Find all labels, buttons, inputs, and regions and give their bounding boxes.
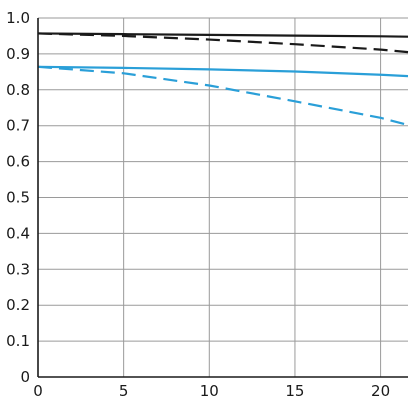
x-tick-label: 15 bbox=[285, 382, 304, 400]
x-tick-label: 5 bbox=[119, 382, 129, 400]
y-tick-label: 0.6 bbox=[6, 153, 30, 171]
x-tick-label: 0 bbox=[33, 382, 43, 400]
y-tick-label: 0 bbox=[20, 368, 30, 386]
y-tick-label: 0.4 bbox=[6, 224, 30, 242]
y-tick-labels: 0 0.1 0.2 0.3 0.4 0.5 0.6 0.7 0.8 0.9 1.0 bbox=[6, 9, 30, 386]
series-line-2-dashed bbox=[37, 32, 409, 54]
series-line-4-dashed bbox=[37, 65, 409, 127]
y-tick-label: 0.2 bbox=[6, 296, 30, 314]
grid bbox=[38, 17, 408, 377]
x-tick-label: 10 bbox=[200, 382, 219, 400]
y-tick-label: 0.5 bbox=[6, 189, 30, 207]
y-tick-label: 0.3 bbox=[6, 260, 30, 278]
series-line-3-solid bbox=[37, 65, 409, 78]
y-tick-label: 1.0 bbox=[6, 9, 30, 27]
y-tick-label: 0.8 bbox=[6, 81, 30, 99]
x-tick-label: 20 bbox=[371, 382, 390, 400]
y-tick-label: 0.7 bbox=[6, 117, 30, 135]
axes bbox=[37, 18, 408, 378]
series-line-1-solid bbox=[37, 32, 409, 38]
series-lines bbox=[37, 32, 409, 127]
y-tick-label: 0.1 bbox=[6, 332, 30, 350]
y-tick-label: 0.9 bbox=[6, 45, 30, 63]
x-tick-labels: 0 5 10 15 20 bbox=[33, 382, 390, 400]
